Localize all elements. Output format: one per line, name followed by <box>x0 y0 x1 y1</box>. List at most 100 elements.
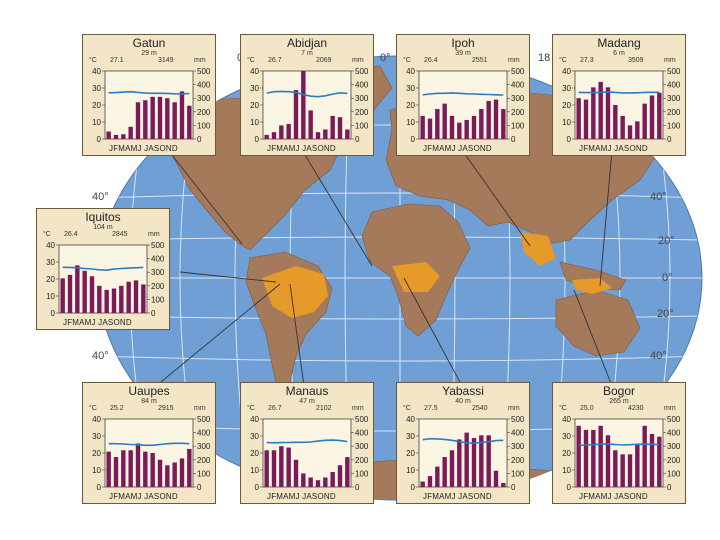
elevation-label: 39 m <box>455 50 471 57</box>
rainforest-areas <box>262 232 612 318</box>
annual-precip-label: 2102 <box>316 405 332 412</box>
left-tick-label: 40 <box>46 241 55 250</box>
temperature-line <box>62 266 144 272</box>
right-tick-label: 200 <box>667 108 681 117</box>
precip-bar <box>493 470 499 487</box>
plot-frame <box>58 244 148 314</box>
left-tick-label: 10 <box>406 466 415 475</box>
left-tick-label: 20 <box>562 101 571 110</box>
precip-bar <box>126 281 131 313</box>
mean-temp-label: 27.3 <box>580 57 594 64</box>
leader-gatun <box>167 149 243 245</box>
precip-bar <box>576 98 581 139</box>
precip-bar <box>264 450 269 487</box>
precip-bar <box>613 450 618 487</box>
right-tick-label: 300 <box>355 94 369 103</box>
left-tick-label: 10 <box>46 292 55 301</box>
plot-frame <box>418 70 508 140</box>
precip-bar <box>135 102 141 139</box>
precip-bar <box>464 432 469 487</box>
precip-bar <box>642 425 647 487</box>
right-tick-label: 100 <box>511 469 525 478</box>
precip-bar <box>457 439 462 487</box>
precip-bar <box>635 444 640 487</box>
month-axis-labels: JFMAMJ JASOND <box>63 318 132 327</box>
precip-bar <box>75 265 80 313</box>
right-tick-label: 300 <box>511 442 525 451</box>
precip-bar <box>330 115 335 139</box>
plot-frame <box>574 418 664 488</box>
temp-unit-label: °C <box>89 405 97 412</box>
precip-bar <box>89 276 95 313</box>
precip-bar <box>598 425 603 487</box>
right-tick-label: 0 <box>355 135 360 144</box>
temp-unit-label: °C <box>43 231 51 238</box>
right-tick-label: 200 <box>151 282 165 291</box>
precip-bar <box>323 129 328 139</box>
temp-unit-label: °C <box>247 405 255 412</box>
mean-temp-label: 25.0 <box>580 405 594 412</box>
latitude-label-0-right: 0° <box>662 272 673 284</box>
left-tick-label: 20 <box>46 275 55 284</box>
latitude-label-40n-left: 40° <box>92 191 109 203</box>
precip-bar <box>128 126 133 139</box>
chart-title: Uaupes <box>128 384 170 398</box>
precip-bar <box>121 450 126 487</box>
left-tick-label: 40 <box>562 415 571 424</box>
right-tick-label: 200 <box>511 108 525 117</box>
annual-precip-label: 2540 <box>472 405 488 412</box>
latitude-label-20n-right: 20° <box>658 235 675 247</box>
left-tick-label: 40 <box>250 67 259 76</box>
chart-title: Gatun <box>132 36 166 50</box>
precip-bar <box>179 458 185 487</box>
left-tick-label: 30 <box>250 84 259 93</box>
annual-precip-label: 2845 <box>112 231 128 238</box>
elevation-label: 6 m <box>613 50 625 57</box>
temp-unit-label: °C <box>559 57 567 64</box>
precip-bar <box>133 280 139 313</box>
left-tick-label: 40 <box>562 67 571 76</box>
right-tick-label: 500 <box>355 67 369 76</box>
left-tick-label: 30 <box>250 432 259 441</box>
amazon-rainforest <box>262 266 328 318</box>
precip-bar <box>583 429 589 487</box>
left-tick-label: 0 <box>97 135 102 144</box>
precip-bar <box>486 100 491 139</box>
precip-bar <box>598 81 603 139</box>
climograph-yabassi: Yabassi 40 m °C 27.5 2540 mm JFMAMJ JASOND 0 10 2… <box>396 382 530 504</box>
right-tick-label: 100 <box>197 121 211 130</box>
right-tick-label: 500 <box>511 415 525 424</box>
temp-unit-label: °C <box>247 57 255 64</box>
mean-temp-label: 26.7 <box>268 405 282 412</box>
left-tick-label: 40 <box>406 415 415 424</box>
precip-bar <box>649 433 655 487</box>
left-tick-label: 10 <box>250 118 259 127</box>
precip-bar <box>591 429 596 487</box>
climograph-uaupes: Uaupes 84 m °C 25.2 2915 mm JFMAMJ JASOND 0 10 20… <box>82 382 216 504</box>
precip-bar <box>143 451 148 487</box>
left-tick-label: 20 <box>562 449 571 458</box>
right-tick-label: 400 <box>151 255 165 264</box>
right-tick-label: 400 <box>511 429 525 438</box>
left-tick-label: 0 <box>567 135 572 144</box>
month-axis-labels: JFMAMJ JASOND <box>267 492 336 501</box>
precip-bar <box>113 134 119 139</box>
elevation-label: 7 m <box>301 50 313 57</box>
month-axis-labels: JFMAMJ JASOND <box>267 144 336 153</box>
precip-bar <box>649 95 655 139</box>
annual-precip-label: 2915 <box>158 405 174 412</box>
precip-bar <box>657 436 662 487</box>
annual-precip-label: 2069 <box>316 57 332 64</box>
precip-bar <box>308 110 313 139</box>
left-tick-label: 30 <box>92 432 101 441</box>
precip-bar <box>286 447 291 487</box>
right-tick-label: 0 <box>511 483 516 492</box>
precip-bar <box>501 109 506 139</box>
left-tick-label: 10 <box>92 118 101 127</box>
precip-bar <box>315 132 321 139</box>
mean-temp-label: 26.4 <box>64 231 78 238</box>
